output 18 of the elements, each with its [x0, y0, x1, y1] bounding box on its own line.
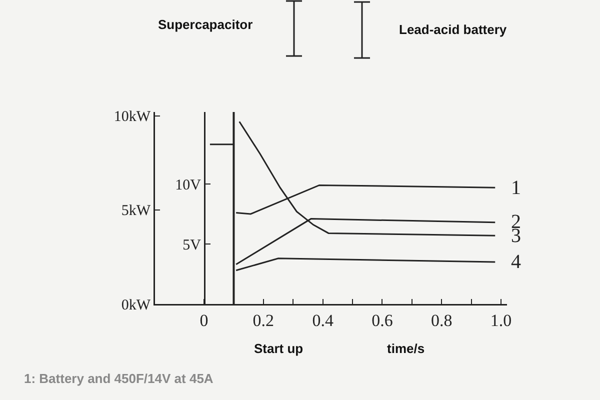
x-tick-label: 0.2 [252, 310, 274, 330]
y2-tick-label: 5V [182, 237, 202, 254]
series-label: 1 [511, 177, 521, 199]
text: Start up [254, 341, 304, 356]
y-tick-label: 5kW [121, 203, 152, 220]
series-label: 4 [511, 251, 521, 273]
x-tick-label: 0.8 [431, 310, 452, 330]
text: Supercapacitor [158, 17, 253, 32]
x-axis-title: time/s [387, 341, 425, 356]
y2-tick-label: 10V [175, 177, 202, 194]
x-tick-label: 0.4 [312, 310, 334, 330]
y-tick-label: 0kW [121, 297, 152, 314]
x-tick-label: 0 [200, 310, 208, 330]
text: Lead-acid battery [399, 22, 508, 37]
text: 1: Battery and 450F/14V at 45A [24, 371, 214, 386]
y-tick-label: 10kW [114, 109, 152, 126]
x-tick-label: 0.6 [372, 310, 393, 330]
x-tick-label: 1.0 [490, 310, 512, 330]
